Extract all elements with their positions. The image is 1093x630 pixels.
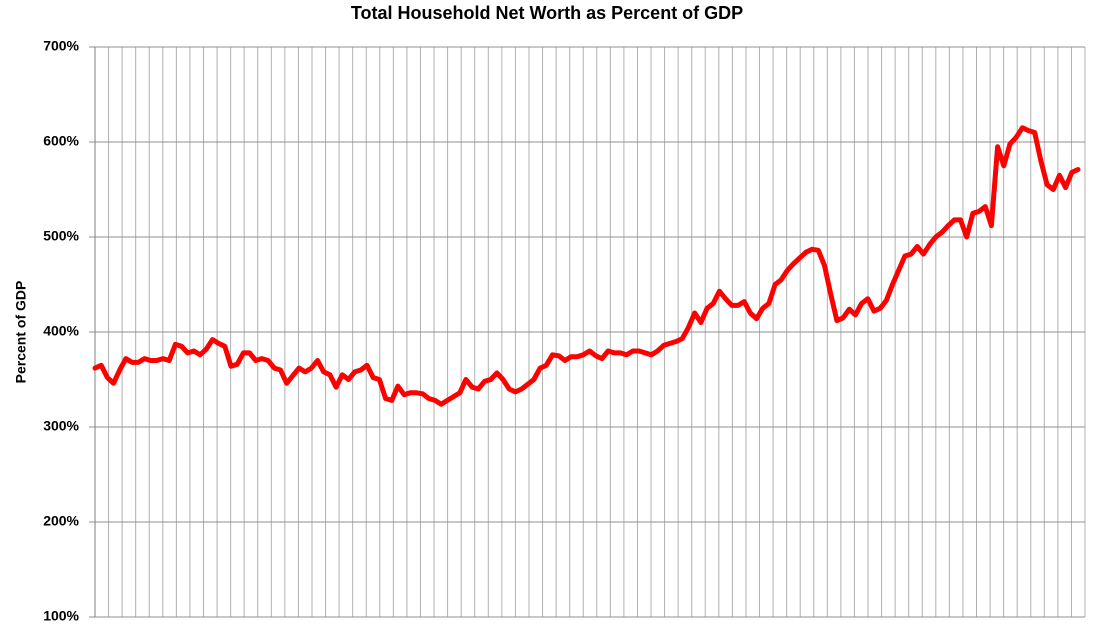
y-tick-label: 300%: [43, 418, 79, 434]
chart-title: Total Household Net Worth as Percent of …: [351, 3, 743, 23]
y-tick-label: 600%: [43, 133, 79, 149]
y-tick-label: 100%: [43, 608, 79, 624]
y-tick-label: 500%: [43, 228, 79, 244]
y-tick-label: 700%: [43, 38, 79, 54]
data-line: [92, 125, 1081, 407]
y-tick-label: 200%: [43, 513, 79, 529]
y-axis-title: Percent of GDP: [13, 281, 29, 384]
y-tick-label: 400%: [43, 323, 79, 339]
